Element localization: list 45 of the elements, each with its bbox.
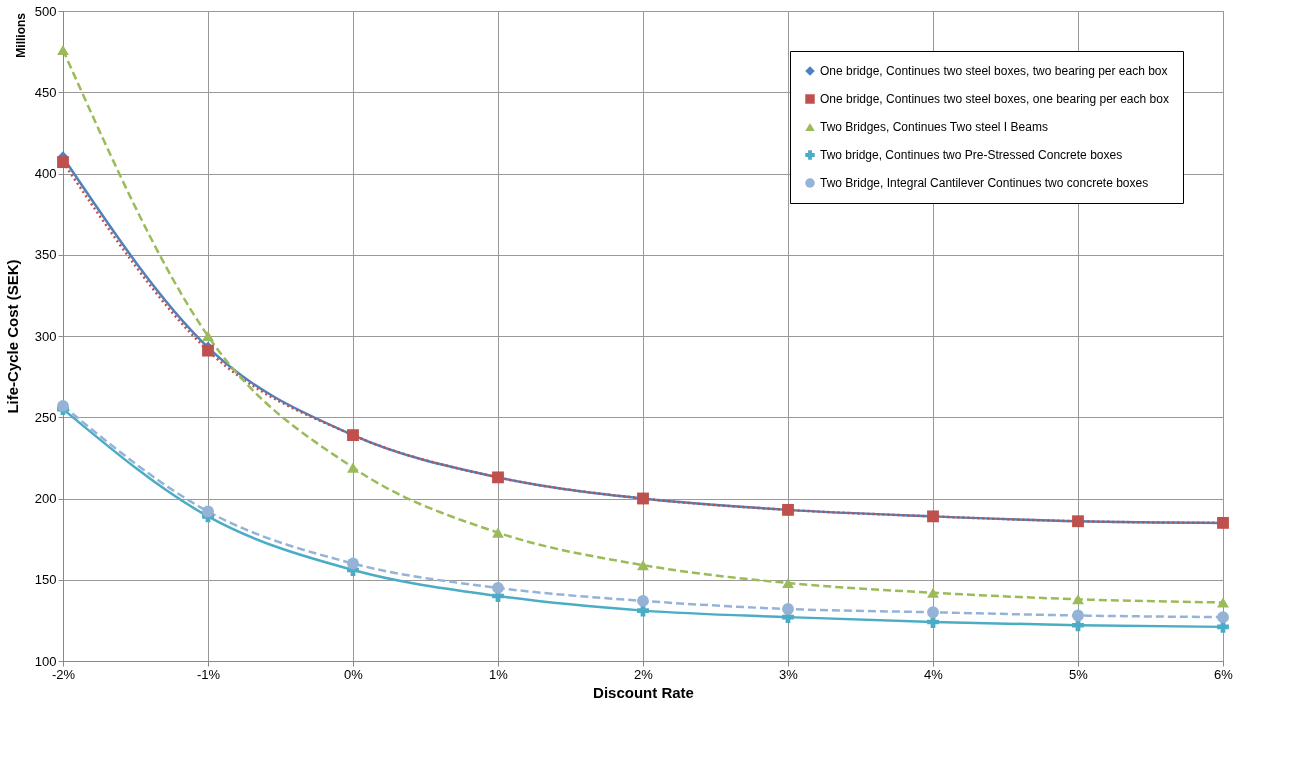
x-tick-label: -1% (196, 666, 221, 682)
point (1072, 609, 1084, 622)
point (57, 44, 69, 56)
legend-label: Two bridge, Continues two Pre-Stressed Concrete boxes (820, 148, 1123, 162)
text: Millions (14, 12, 28, 58)
x-tick-label: 1% (489, 666, 509, 682)
point (782, 577, 794, 589)
y-tick-label: 500 (34, 3, 57, 19)
point (927, 606, 939, 619)
point (202, 330, 214, 342)
x-tick-label: 5% (1069, 666, 1089, 682)
point (492, 527, 504, 538)
y-tick-label: 100 (34, 653, 57, 669)
legend-label: One bridge, Continues two steel boxes, two bearing per each box (820, 64, 1168, 78)
point (347, 462, 359, 473)
point (637, 594, 649, 607)
y-tick-label: 300 (34, 328, 57, 344)
point (1217, 611, 1229, 624)
y-tick-label: 350 (34, 247, 57, 263)
x-tick-label: 2% (634, 666, 654, 682)
point (637, 560, 649, 571)
point (202, 505, 214, 518)
y-tick-label: 450 (34, 84, 57, 100)
x-tick-label: 0% (344, 666, 364, 682)
point (347, 557, 359, 570)
point (782, 603, 794, 615)
y-tick-label: 150 (34, 572, 57, 588)
x-tick-label: 6% (1214, 666, 1234, 682)
legend-label: Two Bridges, Continues Two steel I Beams (820, 120, 1048, 134)
x-tick-label: -2% (51, 666, 76, 682)
point (1217, 597, 1229, 608)
y-tick-label: 400 (34, 166, 57, 181)
y-tick-label: 200 (34, 491, 57, 506)
x-tick-label: 4% (924, 666, 944, 682)
point (1072, 594, 1084, 605)
legend-label: One bridge, Continues two steel boxes, one bearing per each box (820, 92, 1169, 106)
point (492, 581, 504, 594)
x-tick-label: 3% (779, 666, 799, 682)
point (57, 156, 69, 169)
x-axis-title: Discount Rate (593, 683, 694, 701)
legend-label: Two Bridge, Integral Cantilever Continues two concrete boxes (820, 176, 1149, 190)
y-axis-title: Life-Cycle Cost (SEK) (3, 259, 21, 414)
point (57, 399, 69, 412)
y-tick-label: 250 (34, 409, 57, 425)
point (927, 587, 939, 598)
